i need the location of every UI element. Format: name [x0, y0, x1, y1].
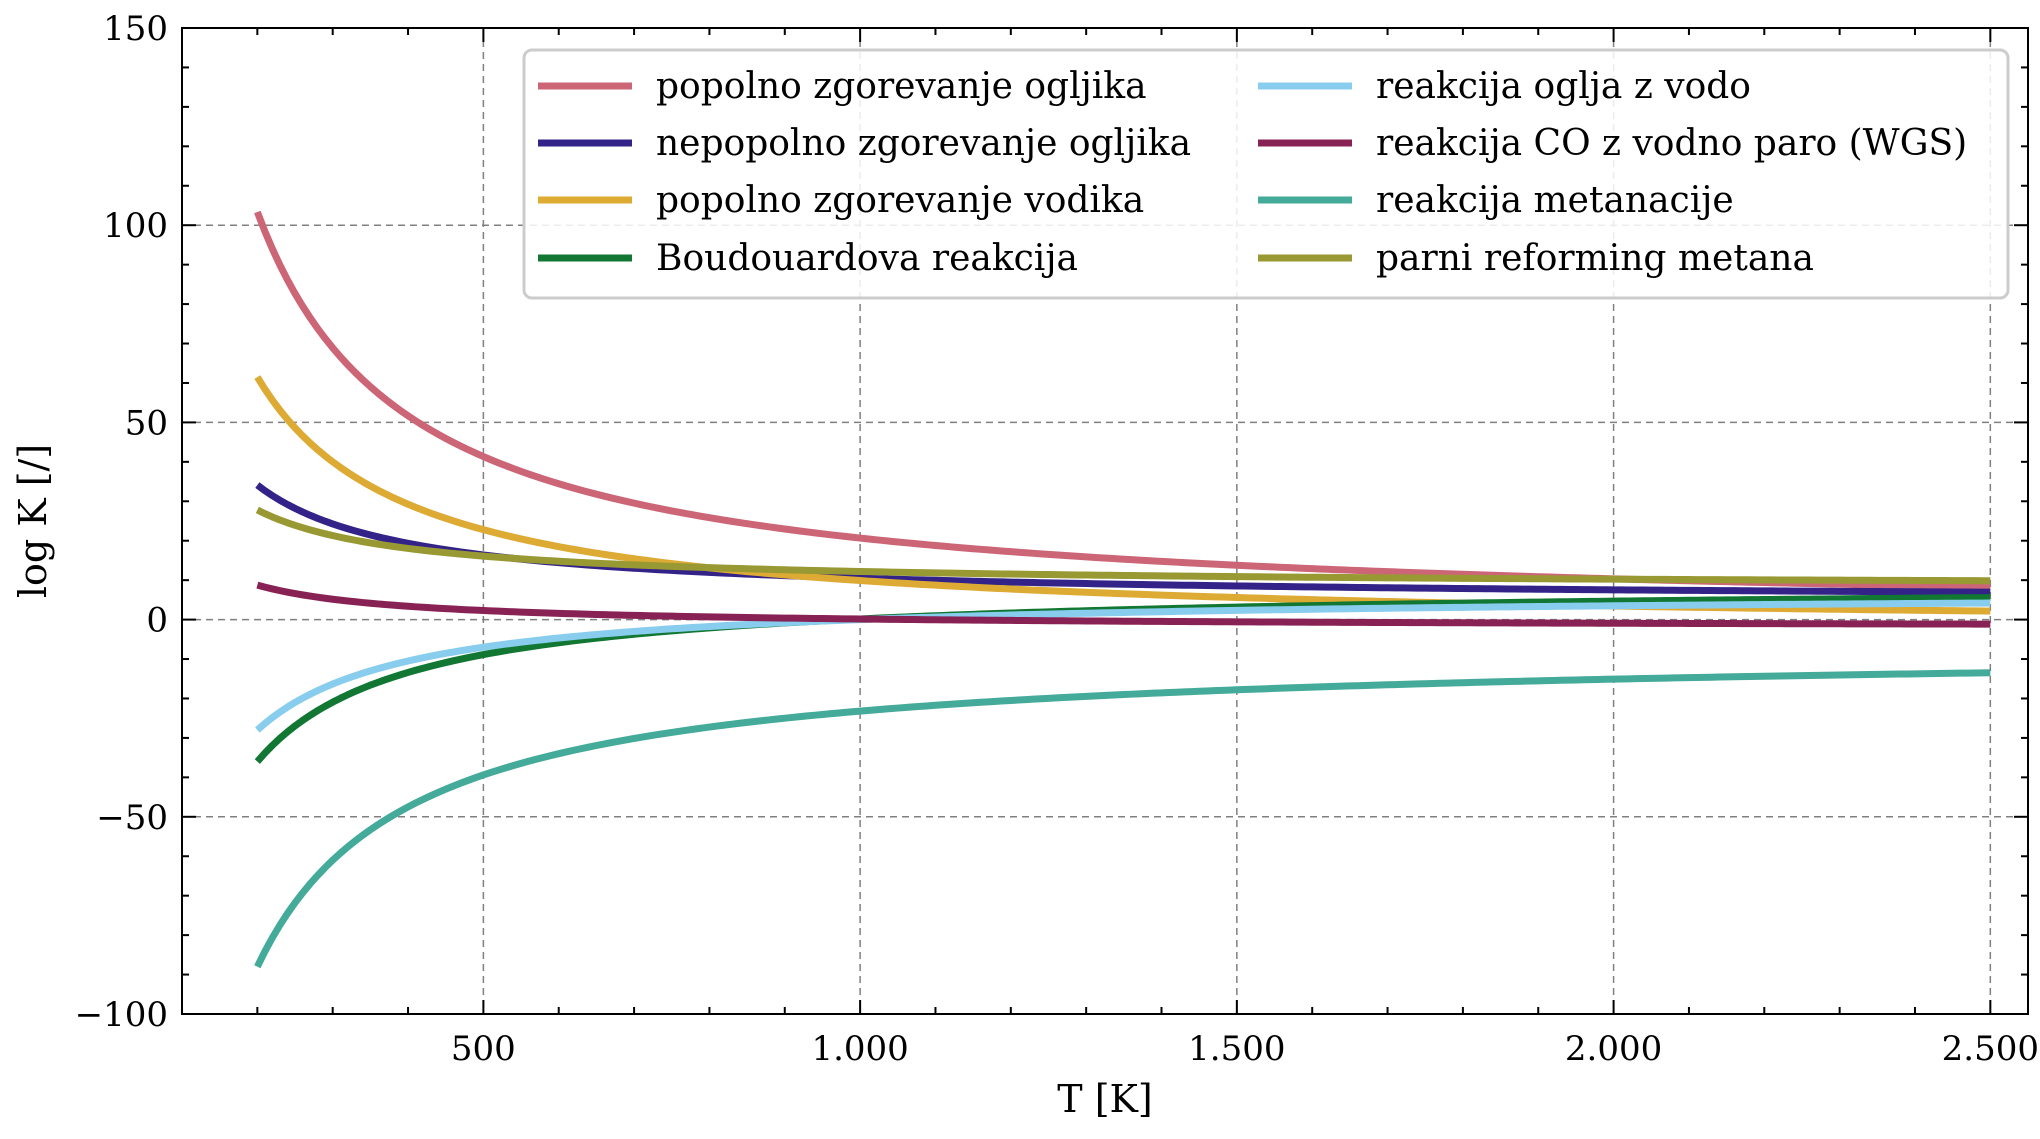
- x-tick-label: 1.500: [1188, 1029, 1285, 1069]
- y-tick-label: 0: [146, 601, 168, 641]
- legend-box: [522, 48, 2010, 300]
- legend-label-3: Boudouardova reakcija: [656, 238, 1078, 279]
- y-axis-label: log K [/]: [11, 444, 55, 598]
- y-tick-label: −50: [96, 798, 168, 838]
- x-tick-label: 500: [451, 1029, 516, 1069]
- x-tick-label: 2.500: [1942, 1029, 2039, 1069]
- legend-label-7: parni reforming metana: [1376, 238, 1814, 279]
- x-tick-label: 1.000: [811, 1029, 908, 1069]
- y-tick-label: −100: [75, 995, 168, 1035]
- series-layer: [254, 210, 1991, 969]
- series-line-5: [256, 581, 1991, 628]
- legend-label-4: reakcija oglja z vodo: [1376, 66, 1751, 107]
- axes-layer: 500 1.000 1.500 2.000 2.500 −100 −50 0 50 100 150 T…: [11, 9, 2039, 1121]
- y-tick-label: 100: [103, 206, 168, 246]
- y-tick-label: 150: [103, 9, 168, 49]
- series-line-6: [254, 669, 1991, 969]
- series-line-7: [255, 506, 1991, 585]
- x-axis-label: T [K]: [1057, 1077, 1152, 1121]
- y-tick-label: 50: [125, 403, 168, 443]
- x-tick-label: 2.000: [1565, 1029, 1662, 1069]
- legend-label-6: reakcija metanacije: [1376, 180, 1734, 221]
- legend-label-0: popolno zgorevanje ogljika: [656, 66, 1147, 107]
- legend-layer: popolno zgorevanje ogljika nepopolno zgor…: [522, 48, 2010, 300]
- legend-label-5: reakcija CO z vodno paro (WGS): [1376, 123, 1967, 164]
- legend-label-2: popolno zgorevanje vodika: [656, 180, 1144, 221]
- plot-frame: [181, 27, 2029, 1015]
- series-line-4: [255, 599, 1991, 733]
- legend-label-1: nepopolno zgorevanje ogljika: [656, 123, 1191, 164]
